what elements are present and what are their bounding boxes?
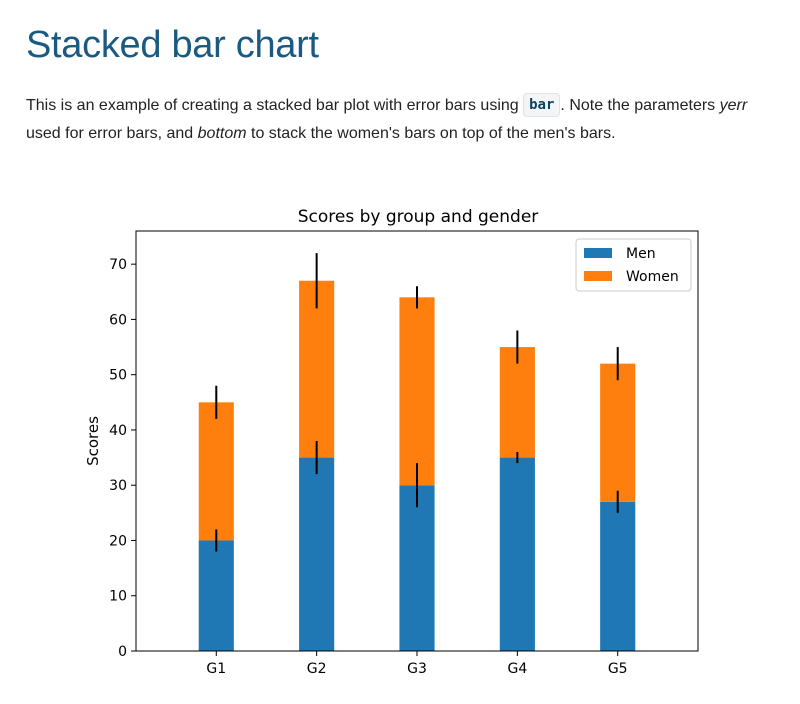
bar-function-link[interactable]: bar [523, 93, 561, 117]
bar-men [399, 485, 435, 651]
bar-women [600, 363, 636, 502]
intro-paragraph: This is an example of creating a stacked… [26, 92, 786, 148]
legend-swatch-women [584, 271, 612, 281]
x-tick-label: G1 [206, 661, 226, 677]
bar-men [299, 457, 335, 651]
x-tick-label: G5 [608, 661, 628, 677]
param-bottom: bottom [197, 125, 247, 142]
y-tick-label: 70 [109, 257, 127, 273]
x-tick-label: G2 [307, 661, 327, 677]
y-tick-label: 60 [109, 312, 127, 328]
bar-women [198, 402, 234, 541]
legend-label-men: Men [626, 246, 656, 262]
page-title: Stacked bar chart [26, 24, 319, 66]
y-tick-label: 10 [109, 589, 127, 605]
stacked-bar-chart: Scores by group and gender 0 10 20 30 40 50 60… [84, 207, 699, 677]
x-tick-label: G4 [507, 661, 527, 677]
legend: Men Women [575, 238, 692, 292]
y-tick-label: 0 [118, 644, 127, 660]
y-tick-label: 30 [109, 478, 127, 494]
bar-men [600, 501, 636, 651]
bar-women [399, 297, 435, 486]
chart-title: Scores by group and gender [298, 207, 539, 227]
y-axis-label: Scores [84, 416, 102, 466]
bar-women [299, 280, 335, 458]
intro-text-2: . Note the parameters [560, 97, 720, 114]
intro-text-1: This is an example of creating a stacked… [26, 97, 524, 114]
param-yerr: yerr [719, 97, 748, 114]
plot-area: 0 10 20 30 40 50 60 70 G1 G2 G3 G4 G5 [109, 253, 636, 677]
axes-frame [135, 230, 699, 652]
y-tick-label: 20 [109, 533, 127, 549]
y-tick-label: 40 [109, 423, 127, 439]
legend-swatch-men [584, 248, 612, 258]
intro-text-3: used for error bars, and [26, 125, 198, 142]
intro-text-4: to stack the women's bars on top of the … [246, 125, 616, 142]
bar-men [499, 457, 535, 651]
bar-women [499, 347, 535, 458]
x-tick-label: G3 [407, 661, 427, 677]
bar-men [198, 540, 234, 651]
y-tick-label: 50 [109, 368, 127, 384]
legend-label-women: Women [626, 269, 679, 285]
